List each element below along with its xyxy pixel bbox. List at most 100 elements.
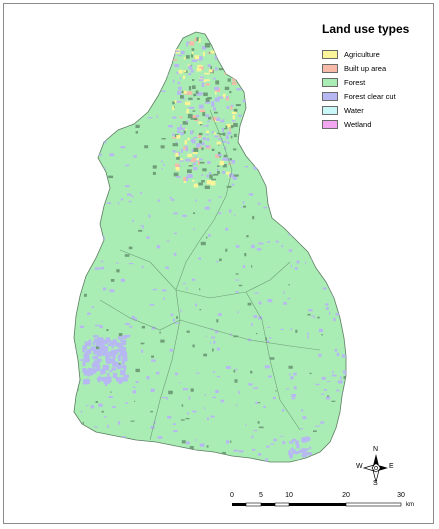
land-use-patch <box>129 325 133 328</box>
land-use-patch <box>288 178 292 182</box>
land-use-patch <box>201 180 205 183</box>
land-use-patch <box>255 401 258 404</box>
land-use-patch <box>187 412 189 415</box>
land-use-patch <box>280 435 284 437</box>
land-use-patch <box>313 430 317 432</box>
land-use-patch <box>207 64 211 68</box>
land-use-patch <box>94 267 100 270</box>
land-use-patch <box>246 95 252 97</box>
land-use-patch <box>295 329 298 333</box>
land-use-patch <box>299 187 301 191</box>
land-use-patch <box>195 372 200 374</box>
land-use-patch <box>338 429 340 433</box>
land-use-patch <box>218 41 220 43</box>
legend-item-forest: Forest <box>322 77 365 87</box>
land-use-patch <box>226 105 230 109</box>
scale-tick-label: 5 <box>259 492 263 499</box>
south-label: S <box>373 480 378 487</box>
land-use-patch <box>77 451 82 455</box>
land-use-patch <box>299 193 305 195</box>
land-use-patch <box>248 383 253 386</box>
land-use-patch <box>224 72 227 75</box>
legend-item-forest-clear-cut: Forest clear cut <box>322 91 396 101</box>
land-use-patch <box>273 137 278 139</box>
land-use-patch <box>184 140 187 145</box>
land-use-patch <box>235 368 238 371</box>
land-use-patch <box>275 36 280 40</box>
land-use-patch <box>232 115 235 120</box>
land-use-patch <box>141 326 145 329</box>
land-use-patch <box>217 153 222 156</box>
land-use-patch <box>287 297 290 300</box>
land-use-patch <box>211 336 215 339</box>
land-use-patch <box>337 179 338 181</box>
land-use-patch <box>139 97 144 100</box>
land-use-patch <box>121 346 127 352</box>
land-use-patch <box>128 246 133 250</box>
land-use-patch <box>224 66 226 70</box>
land-use-patch <box>226 45 232 48</box>
land-use-patch <box>74 251 78 255</box>
land-use-patch <box>210 50 215 54</box>
land-use-patch <box>199 288 201 291</box>
land-use-patch <box>118 333 123 337</box>
land-use-patch <box>272 59 274 63</box>
land-use-patch <box>180 132 184 136</box>
land-use-patch <box>112 339 117 344</box>
land-use-patch <box>257 202 261 205</box>
land-use-patch <box>175 167 180 171</box>
land-use-patch <box>211 148 215 151</box>
land-use-patch <box>208 234 211 237</box>
land-use-patch <box>118 363 121 366</box>
land-use-patch <box>172 150 176 153</box>
land-use-patch <box>133 155 137 158</box>
land-use-patch <box>227 54 232 57</box>
land-use-patch <box>194 37 197 42</box>
land-use-patch <box>115 362 118 366</box>
land-use-patch <box>308 309 313 312</box>
land-use-patch <box>263 65 267 68</box>
land-use-patch <box>233 133 237 138</box>
land-use-patch <box>258 301 262 305</box>
land-use-patch <box>273 182 275 184</box>
land-use-patch <box>251 244 255 249</box>
land-use-patch <box>81 439 83 441</box>
land-use-patch <box>185 441 190 445</box>
land-use-patch <box>183 70 187 73</box>
land-use-patch <box>193 183 199 188</box>
land-use-patch <box>277 180 282 182</box>
stream-line <box>149 219 215 441</box>
land-use-patch <box>85 63 88 65</box>
land-use-patch <box>333 161 339 163</box>
land-use-patch <box>80 359 84 361</box>
land-use-patch <box>342 325 345 328</box>
land-use-patch <box>333 317 336 322</box>
land-use-patch <box>188 106 195 109</box>
land-use-patch <box>275 390 277 392</box>
land-use-patch <box>293 386 297 390</box>
land-use-patch <box>242 201 245 205</box>
land-use-patch <box>344 393 346 396</box>
land-use-patch <box>242 265 246 269</box>
scale-bar: 0 5 10 20 30 km <box>228 492 414 518</box>
land-use-patch <box>238 450 244 453</box>
land-use-patch <box>299 122 303 126</box>
land-use-patch <box>105 355 110 362</box>
land-use-patch <box>116 348 121 353</box>
land-use-patch <box>281 245 284 248</box>
land-use-patch <box>174 64 179 68</box>
land-use-patch <box>185 418 190 420</box>
land-use-patch <box>150 388 155 392</box>
land-use-patch <box>186 109 189 114</box>
land-use-patch <box>266 340 270 343</box>
land-use-patch <box>244 253 247 257</box>
land-use-patch <box>118 354 122 360</box>
land-use-patch <box>332 370 334 374</box>
land-use-patch <box>283 291 285 294</box>
land-use-patch <box>319 261 322 265</box>
north-arrow: N S E W <box>356 446 396 488</box>
land-use-patch <box>101 376 105 382</box>
land-use-patch <box>91 152 94 155</box>
land-use-patch <box>192 115 198 119</box>
land-use-patch <box>125 402 128 404</box>
